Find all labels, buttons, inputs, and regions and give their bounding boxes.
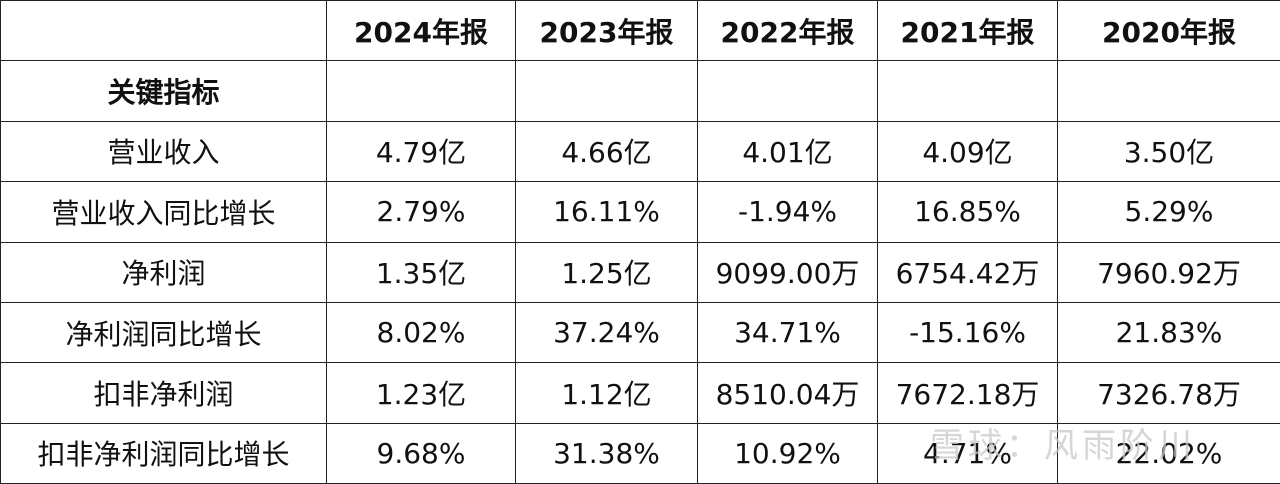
value-cell: 7960.92万: [1057, 241, 1280, 303]
value-cell: 9099.00万: [697, 241, 878, 303]
value-cell: 34.71%: [697, 301, 878, 364]
value-cell: 9.68%: [326, 422, 516, 484]
value-cell: 6754.42万: [877, 241, 1058, 303]
value-cell: 3.50亿: [1057, 120, 1280, 183]
row-label: 扣非净利润同比增长: [0, 422, 327, 484]
empty-cell: [1057, 60, 1280, 122]
value-cell: 8.02%: [326, 301, 516, 364]
value-cell: 4.66亿: [515, 120, 698, 183]
value-cell: 16.11%: [515, 181, 698, 243]
value-cell: -1.94%: [697, 181, 878, 243]
value-cell: 8510.04万: [697, 362, 878, 424]
empty-cell: [515, 60, 698, 122]
column-header: 2021年报: [877, 0, 1058, 62]
value-cell: 4.79亿: [326, 120, 516, 183]
empty-cell: [697, 60, 878, 122]
value-cell: 4.01亿: [697, 120, 878, 183]
value-cell: 10.92%: [697, 422, 878, 484]
empty-cell: [877, 60, 1058, 122]
header-row: 2024年报 2023年报 2022年报 2021年报 2020年报: [0, 0, 1280, 62]
row-label: 营业收入: [0, 120, 327, 183]
value-cell: -15.16%: [877, 301, 1058, 364]
value-cell: 37.24%: [515, 301, 698, 364]
value-cell: 16.85%: [877, 181, 1058, 243]
corner-cell: [0, 0, 327, 62]
column-header: 2020年报: [1057, 0, 1280, 62]
value-cell: 1.35亿: [326, 241, 516, 303]
value-cell: 1.23亿: [326, 362, 516, 424]
value-cell: 1.12亿: [515, 362, 698, 424]
value-cell: 4.09亿: [877, 120, 1058, 183]
empty-cell: [326, 60, 516, 122]
value-cell: 7326.78万: [1057, 362, 1280, 424]
value-cell: 31.38%: [515, 422, 698, 484]
value-cell: 22.02%: [1057, 422, 1280, 484]
data-row: 净利润同比增长 8.02% 37.24% 34.71% -15.16% 21.83%: [0, 301, 1280, 364]
data-row: 营业收入 4.79亿 4.66亿 4.01亿 4.09亿 3.50亿: [0, 120, 1280, 183]
value-cell: 1.25亿: [515, 241, 698, 303]
value-cell: 2.79%: [326, 181, 516, 243]
row-label: 扣非净利润: [0, 362, 327, 424]
data-row: 营业收入同比增长 2.79% 16.11% -1.94% 16.85% 5.29%: [0, 181, 1280, 243]
value-cell: 5.29%: [1057, 181, 1280, 243]
column-header: 2024年报: [326, 0, 516, 62]
row-label: 营业收入同比增长: [0, 181, 327, 243]
section-row: 关键指标: [0, 60, 1280, 122]
value-cell: 7672.18万: [877, 362, 1058, 424]
section-label: 关键指标: [0, 60, 327, 122]
data-row: 净利润 1.35亿 1.25亿 9099.00万 6754.42万 7960.92万: [0, 241, 1280, 303]
row-label: 净利润同比增长: [0, 301, 327, 364]
column-header: 2023年报: [515, 0, 698, 62]
data-row: 扣非净利润同比增长 9.68% 31.38% 10.92% 4.71% 22.02%: [0, 422, 1280, 484]
data-row: 扣非净利润 1.23亿 1.12亿 8510.04万 7672.18万 7326.78万: [0, 362, 1280, 424]
row-label: 净利润: [0, 241, 327, 303]
value-cell: 21.83%: [1057, 301, 1280, 364]
column-header: 2022年报: [697, 0, 878, 62]
value-cell: 4.71%: [877, 422, 1058, 484]
